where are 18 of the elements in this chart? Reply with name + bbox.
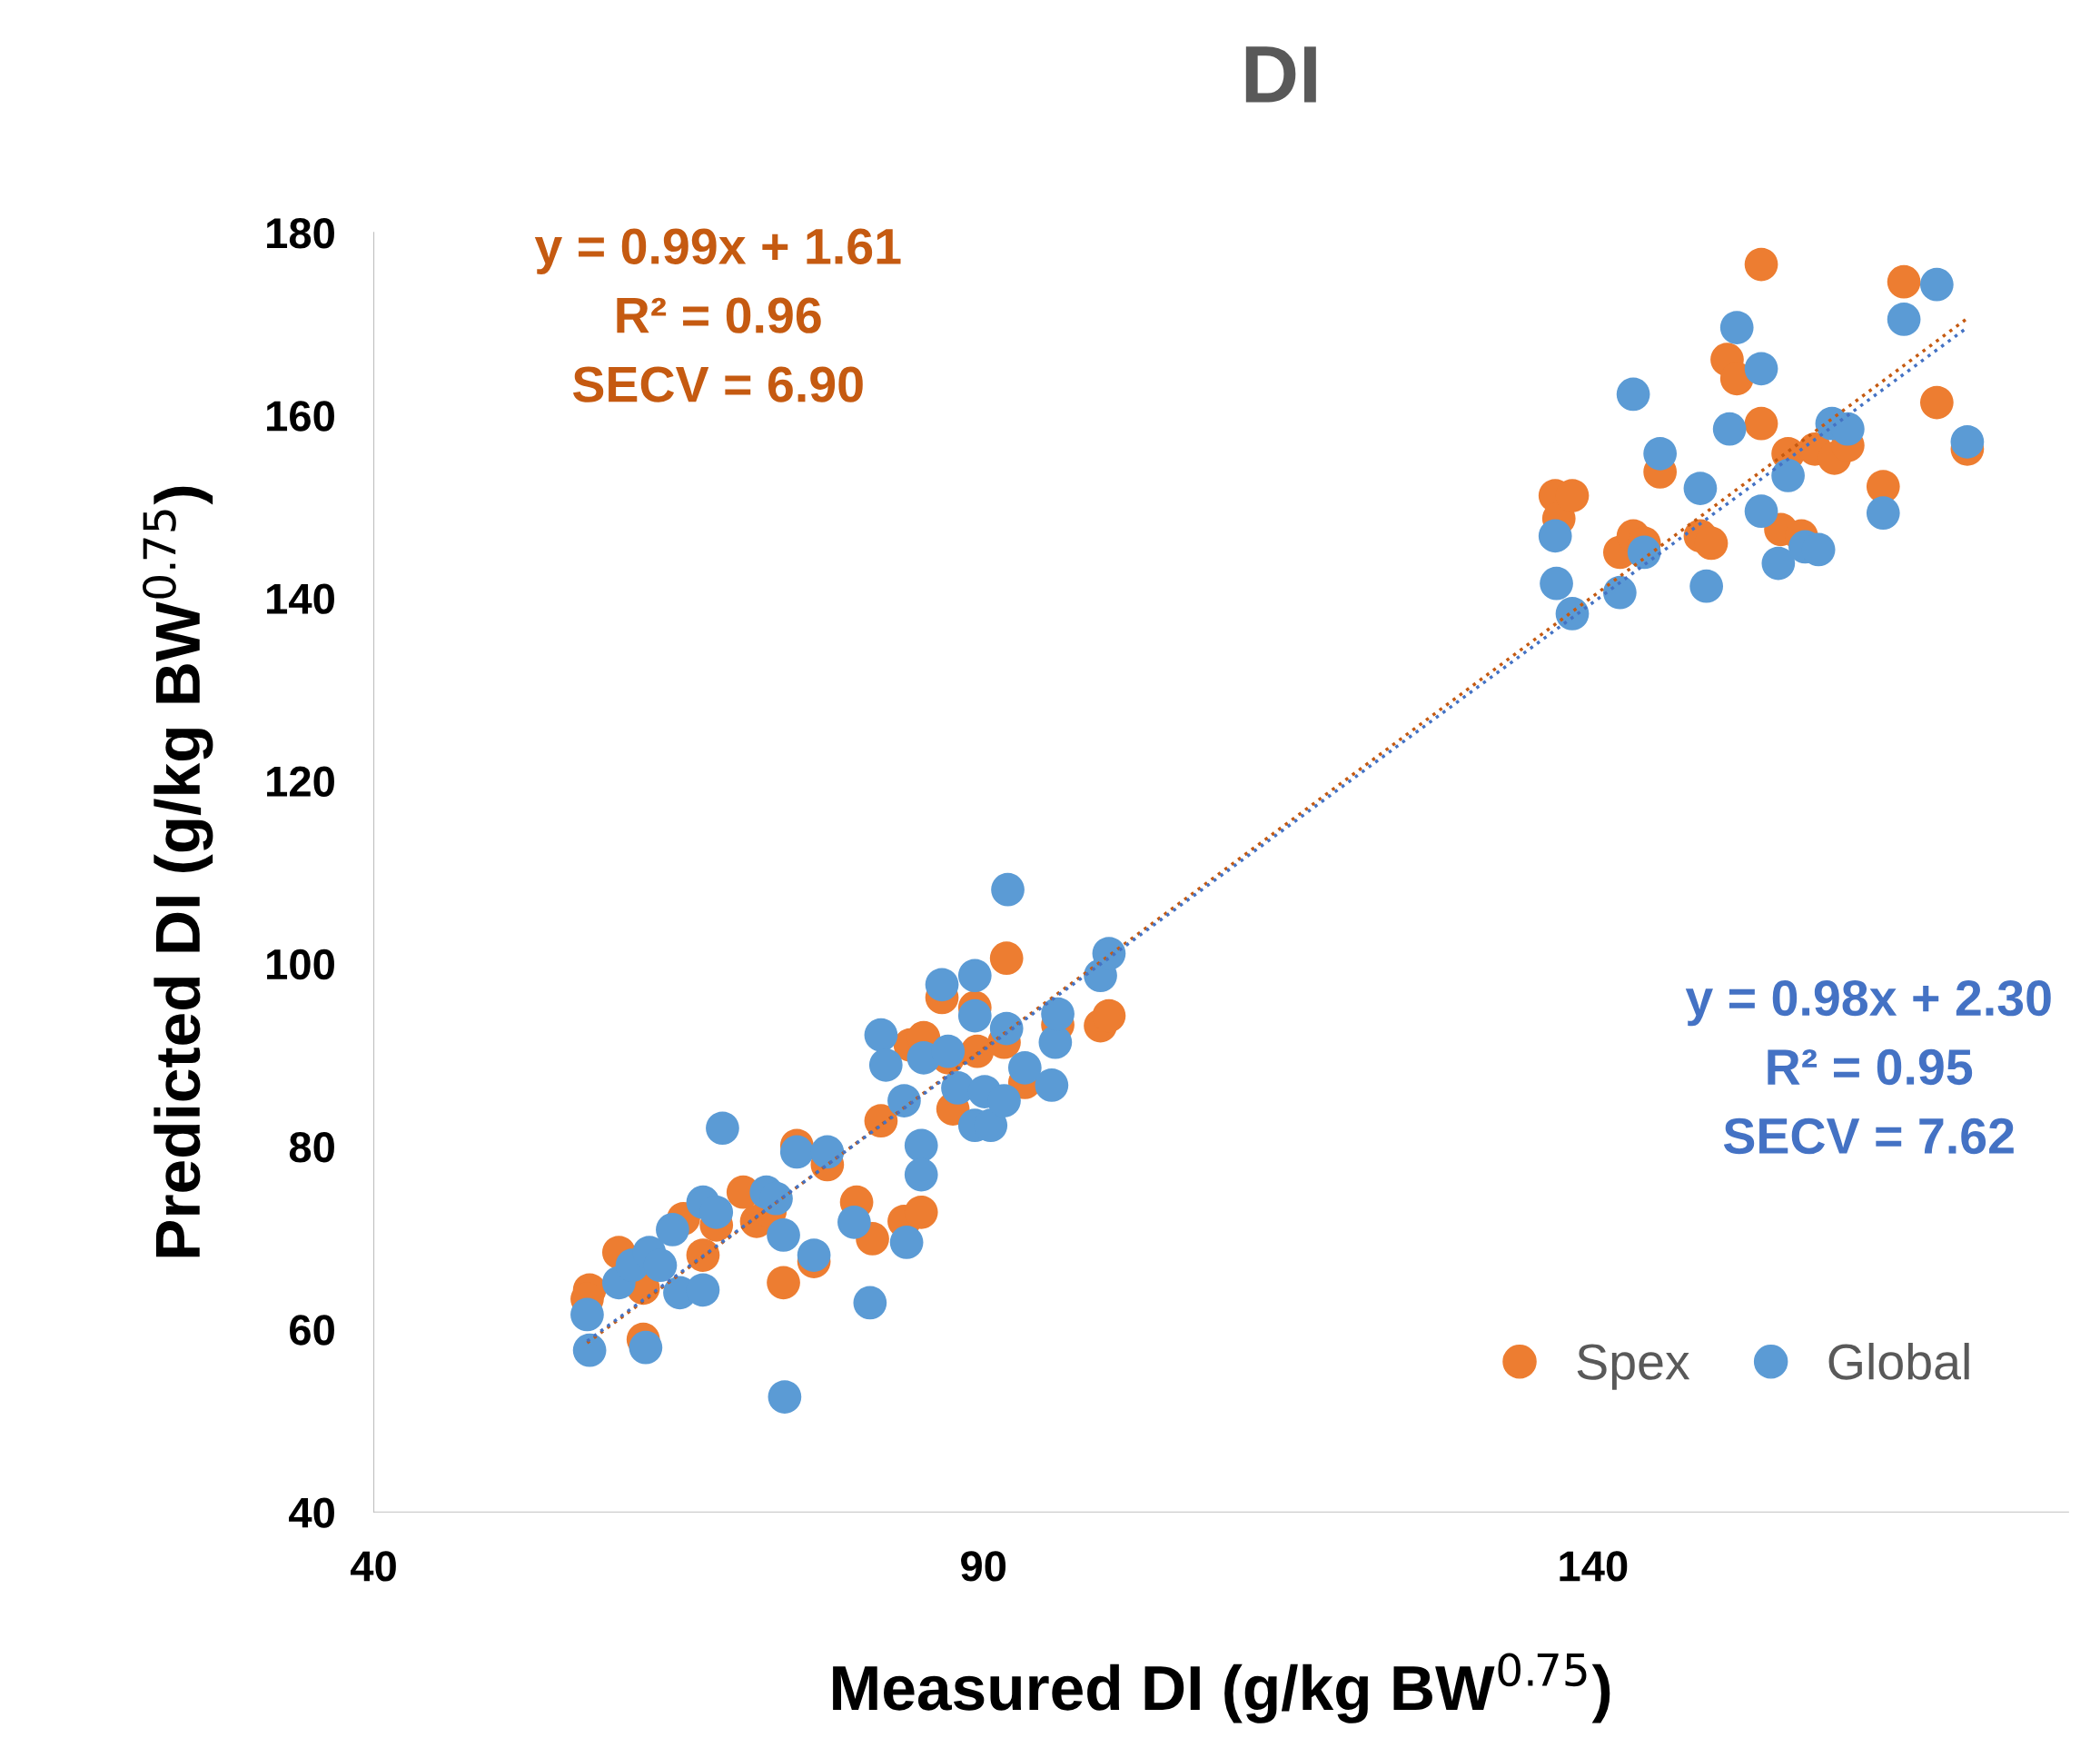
y-axis-title: Predicted DI (g/kg BW$^{0.75}$): [143, 486, 213, 1257]
y-tick-label: 40: [289, 1497, 334, 1528]
legend-label: Spex: [1577, 1344, 1690, 1390]
x-tick-label: 90: [961, 1551, 1006, 1582]
y-tick-label: 160: [267, 401, 334, 432]
y-tick-label: 100: [267, 948, 334, 980]
annotation: y = 0.98x + 2.30 R² = 0.95 SECV = 7.62: [1685, 979, 2051, 1155]
legend-label: Global: [1828, 1342, 1969, 1380]
annotation: y = 0.99x + 1.61 R² = 0.96 SECV = 6.90: [534, 228, 901, 402]
y-tick-label: 120: [267, 766, 334, 798]
y-tick-label: 80: [289, 1132, 334, 1163]
y-tick-label: 60: [290, 1315, 334, 1346]
y-tick-label: 140: [267, 583, 334, 614]
x-tick-label: 140: [1560, 1551, 1628, 1582]
y-tick-label: 180: [267, 218, 334, 249]
chart-title: DI: [1245, 46, 1316, 103]
x-tick-label: 40: [350, 1551, 396, 1582]
x-axis-title: Measured DI (g/kg BW$^{0.75}$): [833, 1653, 1610, 1723]
